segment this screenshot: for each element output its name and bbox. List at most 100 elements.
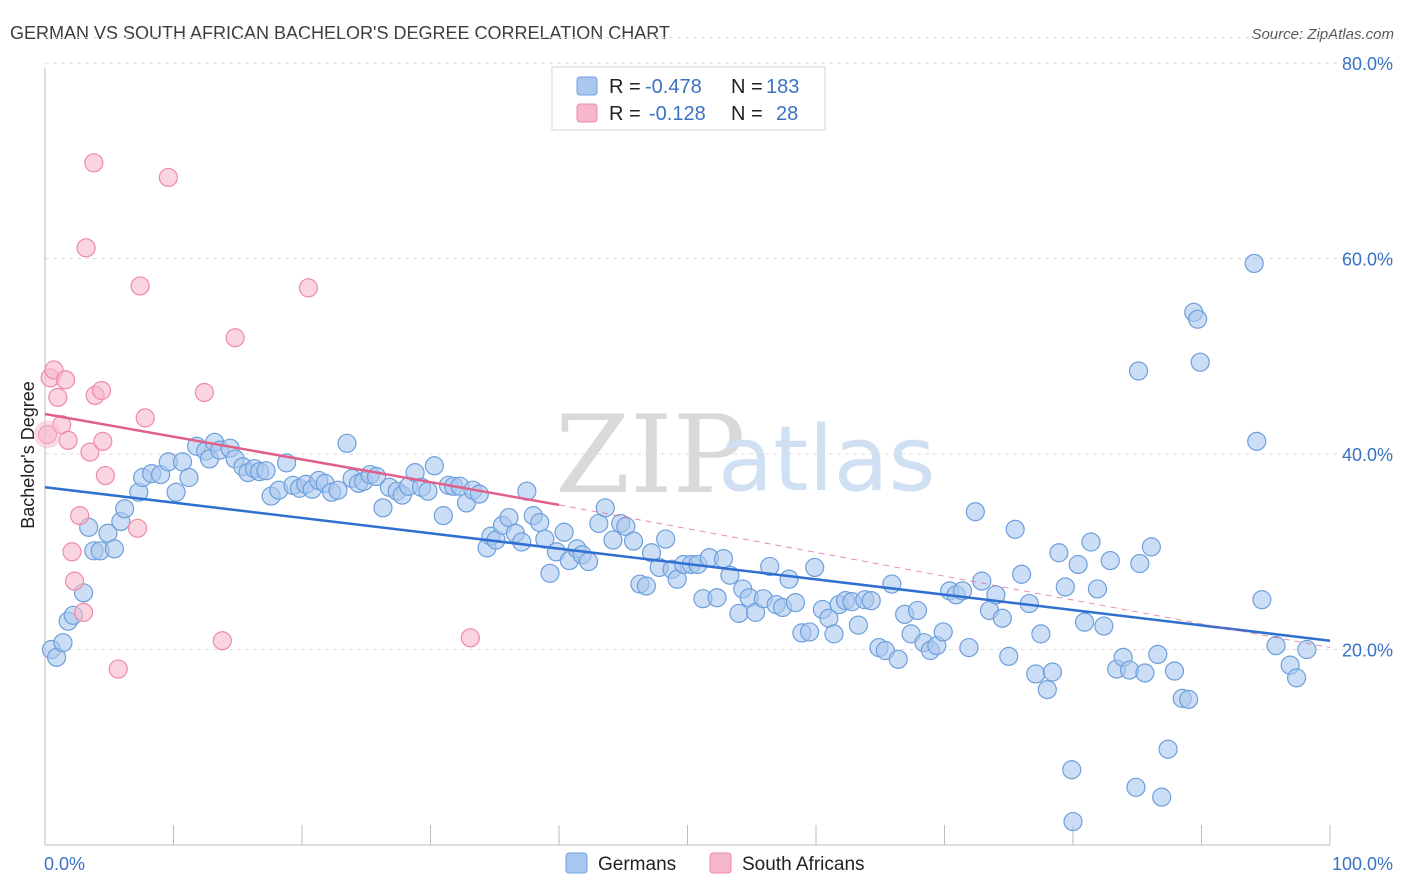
german-point-156	[1055, 577, 1075, 597]
series-germans	[41, 253, 1317, 832]
german-point-180	[1128, 361, 1149, 381]
german-point-141	[959, 637, 979, 658]
german-point-147	[999, 646, 1019, 666]
south-african-point-cluster	[33, 420, 62, 449]
german-point-159	[1074, 612, 1095, 632]
german-point-187	[1297, 639, 1317, 660]
german-point-50	[373, 498, 393, 518]
german-point-124	[848, 615, 869, 635]
german-point-114	[785, 593, 806, 613]
y-axis-label: Bachelor's Degree	[18, 381, 38, 529]
german-point-163	[1100, 550, 1120, 571]
german-point-57	[418, 481, 438, 501]
german-point-184	[1266, 636, 1286, 656]
south-african-point-14	[84, 153, 104, 173]
german-point-20	[179, 467, 199, 488]
german-point-186	[1286, 668, 1307, 688]
series-south-africans	[33, 153, 480, 679]
bottom-legend: Germans South Africans	[565, 852, 865, 875]
german-point-58	[424, 456, 444, 476]
german-point-130	[888, 649, 908, 669]
german-point-18	[166, 482, 186, 502]
legend-n-label-south-africans: N =	[731, 103, 763, 125]
german-point-65	[469, 484, 489, 504]
german-point-152	[1031, 624, 1051, 644]
south-african-point-19	[130, 276, 150, 296]
legend-swatch-germans	[576, 76, 598, 96]
south-african-point-17	[95, 465, 115, 486]
german-point-117	[805, 557, 825, 578]
watermark-zip: ZIP	[555, 393, 745, 518]
south-african-point-22	[158, 167, 178, 188]
german-point-85	[595, 498, 615, 518]
legend-n-value-germans: 183	[766, 76, 799, 98]
trend-line-germans	[44, 486, 1331, 642]
south-african-point-25	[225, 328, 245, 348]
y-tick-label-0: 20.0%	[1342, 641, 1393, 661]
german-point-59	[433, 506, 453, 526]
german-point-94	[656, 529, 676, 549]
german-point-142	[965, 502, 985, 522]
german-point-154	[1042, 662, 1063, 682]
legend-swatch-south-africans	[576, 103, 598, 123]
german-point-77	[540, 563, 560, 583]
german-point-102	[707, 588, 727, 608]
bottom-legend-swatch-south-africans	[709, 852, 732, 874]
german-point-168	[1130, 553, 1150, 574]
chart-title: GERMAN VS SOUTH AFRICAN BACHELOR'S DEGRE…	[10, 23, 670, 43]
german-point-155	[1049, 543, 1069, 563]
south-african-point-24	[212, 631, 232, 651]
german-point-182	[1247, 431, 1267, 451]
legend-box	[551, 66, 826, 131]
south-african-point-9	[70, 506, 90, 526]
german-point-105	[729, 603, 749, 623]
german-point-43	[328, 480, 348, 500]
german-point-143	[972, 571, 992, 591]
german-point-12	[115, 499, 135, 519]
german-point-113	[779, 569, 799, 589]
german-point-176	[1179, 689, 1199, 709]
legend-r-value-germans: -0.478	[645, 76, 702, 98]
watermark: ZIP atlas	[555, 393, 936, 518]
south-african-point-3	[48, 387, 68, 407]
south-african-point-8	[64, 571, 85, 591]
german-point-169	[1135, 663, 1155, 683]
legend-r-label-germans: R =	[609, 76, 641, 98]
bottom-legend-germans: Germans	[598, 854, 676, 875]
german-point-10	[104, 539, 124, 559]
german-point-79	[554, 522, 574, 542]
german-point-179	[1188, 309, 1208, 329]
german-point-2	[53, 633, 73, 653]
german-point-181	[1244, 253, 1264, 274]
german-point-162	[1094, 616, 1114, 636]
legend-n-value-south-africans: 28	[776, 103, 798, 125]
german-point-188	[1063, 811, 1083, 832]
south-african-point-18	[108, 659, 128, 679]
german-point-170	[1141, 537, 1161, 557]
bottom-legend-swatch-germans	[565, 852, 588, 874]
y-tick-label-1: 40.0%	[1342, 445, 1393, 465]
south-african-point-20	[127, 518, 148, 538]
german-point-89	[623, 531, 644, 551]
trend-lines	[44, 412, 1331, 649]
german-point-133	[907, 600, 928, 621]
y-tick-label-3: 80.0%	[1342, 54, 1393, 74]
german-point-75	[530, 512, 550, 533]
german-point-160	[1081, 532, 1101, 552]
german-point-151	[1026, 664, 1046, 684]
legend-r-value-south-africans: -0.128	[649, 103, 706, 125]
legend-n-label-germans: N =	[731, 76, 763, 98]
german-point-116	[799, 622, 820, 642]
german-point-157	[1062, 760, 1082, 780]
german-point-158	[1068, 554, 1088, 575]
german-point-103	[713, 549, 734, 569]
german-point-146	[992, 608, 1012, 628]
german-point-174	[1164, 661, 1185, 681]
source-note: Source: ZipAtlas.com	[1251, 26, 1394, 43]
south-african-point-5	[55, 370, 76, 390]
german-point-32	[256, 461, 276, 481]
german-point-137	[933, 622, 953, 642]
german-point-44	[337, 433, 357, 453]
legend-r-label-south-africans: R =	[609, 103, 641, 125]
x-tick-label-max: 100.0%	[1332, 854, 1393, 874]
